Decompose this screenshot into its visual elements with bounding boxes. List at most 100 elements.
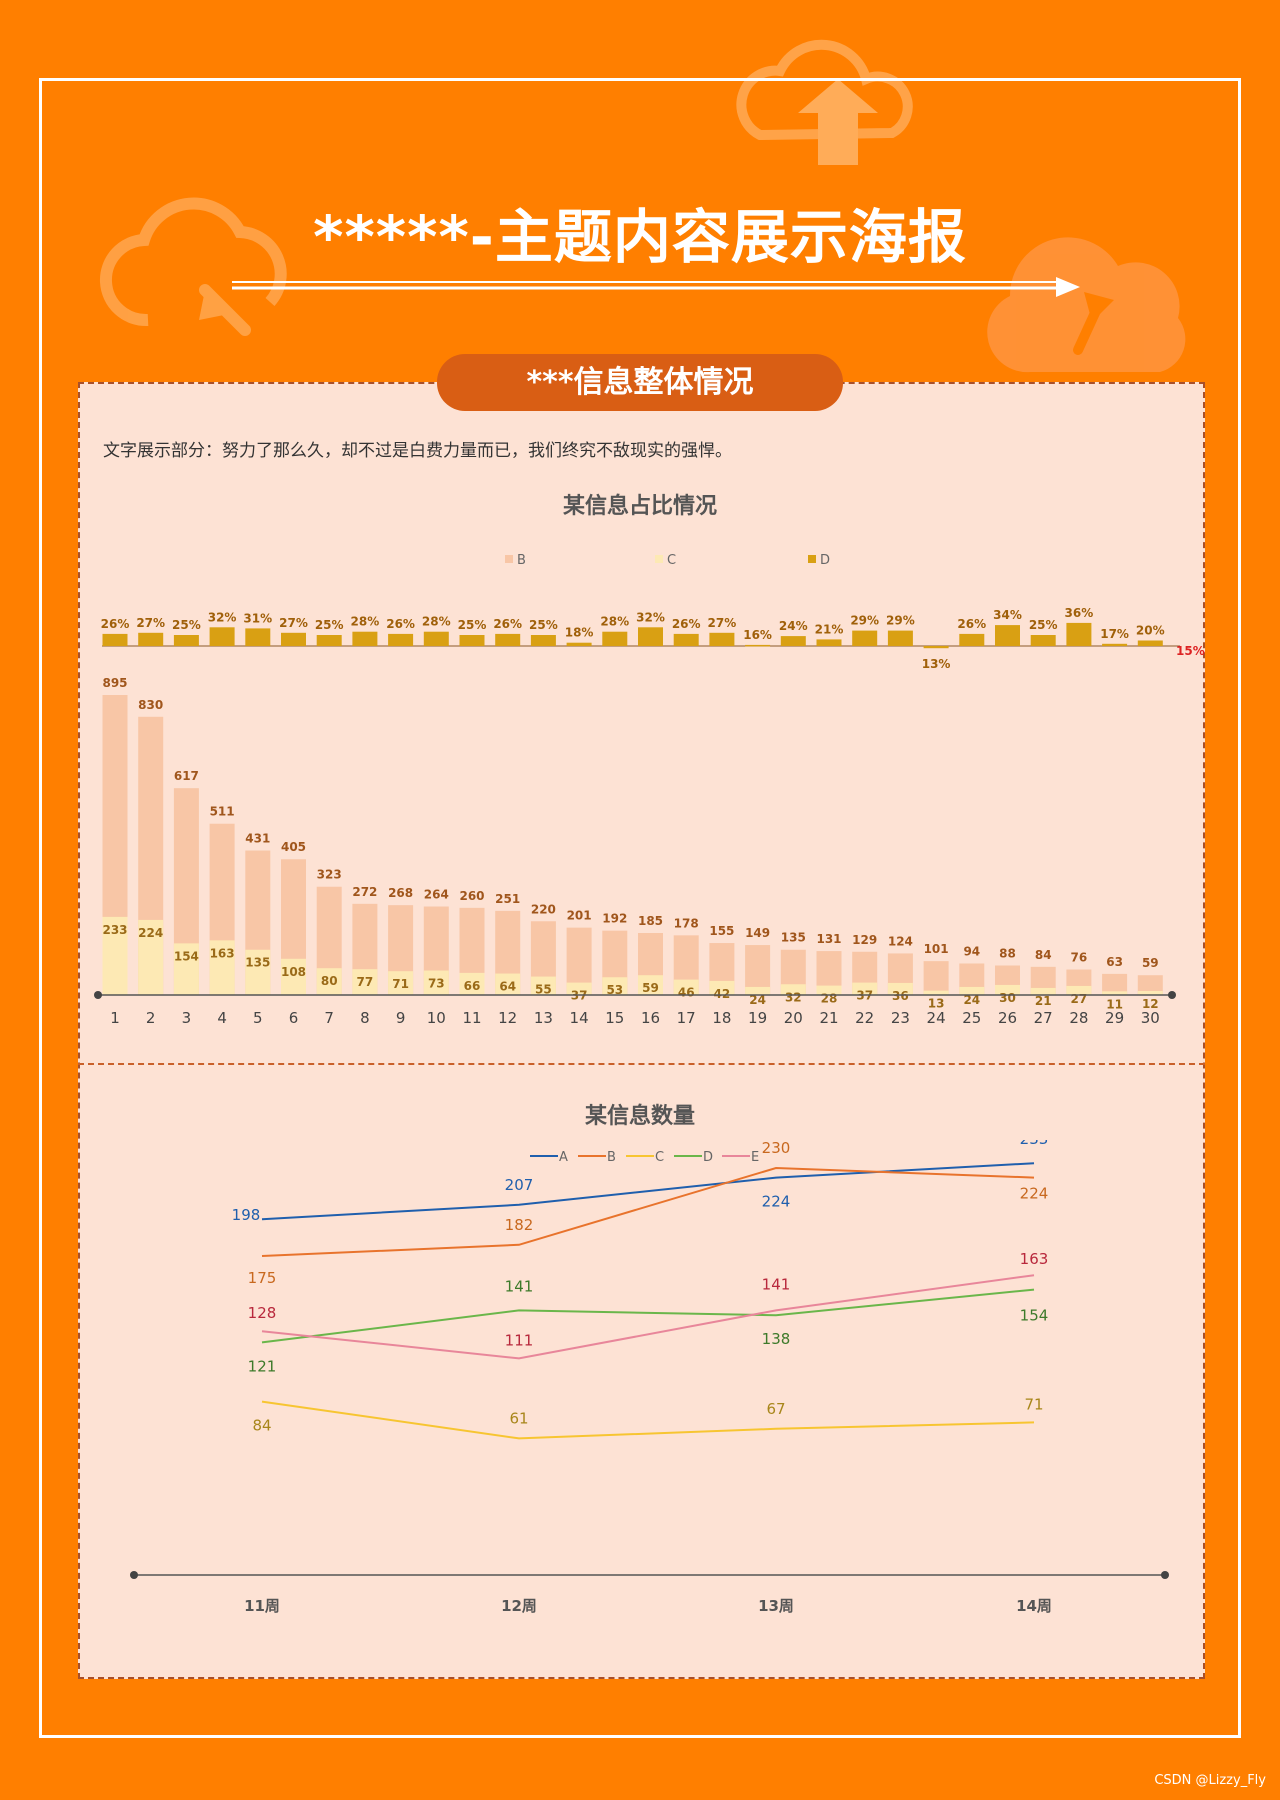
data-label-D: 31% [243, 611, 272, 625]
data-label-C: 59 [642, 981, 659, 995]
data-label-C: 28 [821, 992, 838, 1006]
data-label-D: 26% [672, 617, 701, 631]
bar-D [459, 635, 485, 646]
x-tick-label: 27 [1034, 1009, 1053, 1027]
bar-chart-title: 某信息占比情况 [562, 494, 717, 519]
data-label-B: 131 [816, 932, 841, 946]
data-label-D: 26% [386, 617, 415, 631]
bar-C [209, 940, 235, 995]
x-tick-label: 28 [1069, 1009, 1088, 1027]
x-tick-label: 7 [324, 1009, 334, 1027]
data-label-C: 67 [766, 1400, 785, 1418]
x-tick-label: 20 [784, 1009, 803, 1027]
data-label-D: 25% [172, 618, 201, 632]
x-tick-label: 19 [748, 1009, 767, 1027]
data-label-D: 154 [1020, 1307, 1049, 1325]
data-label-B: 201 [567, 909, 592, 923]
intro-text: 文字展示部分：努力了那么久，却不过是白费力量而已，我们终究不敌现实的强悍。 [103, 441, 732, 461]
bar-C [102, 916, 128, 995]
data-label-A: 198 [232, 1206, 261, 1224]
data-label-D: 141 [505, 1277, 534, 1295]
bar-C [1102, 991, 1128, 995]
x-tick-label: 26 [998, 1009, 1017, 1027]
x-tick-label: 14周 [1016, 1597, 1052, 1615]
bar-D [1030, 635, 1056, 646]
bar-C [1137, 990, 1163, 995]
data-label-E: 128 [248, 1304, 277, 1322]
data-label-D: 13% [922, 657, 951, 671]
data-label-D: 28% [422, 615, 451, 629]
bar-D [816, 639, 842, 646]
data-label-D: 29% [886, 614, 915, 628]
x-tick-label: 24 [927, 1009, 946, 1027]
data-label-C: 36 [892, 989, 909, 1003]
data-label-B: 268 [388, 886, 413, 900]
x-tick-label: 15 [605, 1009, 624, 1027]
data-label-E: 163 [1020, 1250, 1049, 1268]
bar-C [816, 985, 842, 995]
data-label-A: 207 [505, 1176, 534, 1194]
series-line-E [261, 1274, 1035, 1360]
x-tick-label: 13周 [758, 1597, 794, 1615]
legend-swatch-C [655, 555, 663, 563]
data-label-C: 163 [210, 946, 235, 960]
legend-label-A: A [559, 1150, 568, 1165]
x-tick-label: 12周 [501, 1597, 537, 1615]
data-label-D: 32% [208, 610, 237, 624]
data-label-D: 24% [779, 619, 808, 633]
data-label-B: 830 [138, 698, 163, 712]
bar-D [673, 633, 699, 646]
x-tick-label: 22 [855, 1009, 874, 1027]
bar-D [638, 627, 663, 646]
legend-label-B: B [607, 1150, 616, 1165]
data-label-D: 34% [993, 608, 1022, 622]
bar-C [495, 973, 521, 995]
data-label-D: 20% [1136, 624, 1165, 638]
data-label-A: 233 [1020, 1140, 1049, 1148]
bar-C [352, 969, 378, 995]
data-label-C: 21 [1035, 994, 1052, 1008]
x-tick-label: 1 [110, 1009, 120, 1027]
bar-D [352, 631, 378, 646]
data-label-D: 26% [101, 617, 130, 631]
x-tick-label: 30 [1141, 1009, 1160, 1027]
cloud-arrow-icon [987, 237, 1186, 373]
bar-D [566, 642, 592, 646]
data-label-C: 71 [392, 977, 409, 991]
bar-D [923, 646, 949, 649]
data-label-D: 21% [815, 622, 844, 636]
data-label-D: 25% [1029, 618, 1058, 632]
data-label-B: 224 [1020, 1185, 1049, 1203]
bar-D [173, 635, 199, 646]
bar-D [887, 630, 913, 646]
x-tick-label: 17 [677, 1009, 696, 1027]
bar-D [1137, 640, 1163, 646]
legend-label-D: D [820, 553, 830, 568]
legend-swatch-D [808, 555, 816, 563]
bar-C [566, 982, 592, 995]
data-label-B: 272 [352, 885, 377, 899]
data-label-B: 94 [963, 944, 980, 958]
x-axis-end-dot [1161, 1571, 1169, 1579]
data-label-C: 66 [464, 979, 481, 993]
bar-D [709, 632, 735, 646]
data-label-B: 63 [1106, 955, 1123, 969]
x-tick-label: 23 [891, 1009, 910, 1027]
watermark: CSDN @Lizzy_Fly [1154, 1773, 1266, 1788]
bar-C [638, 975, 663, 995]
data-label-C: 84 [252, 1417, 271, 1435]
bar-D [959, 633, 985, 646]
data-label-B: 895 [102, 676, 127, 690]
bar-C [281, 958, 306, 995]
x-tick-label: 11周 [244, 1597, 280, 1615]
poster-title: *****-主题内容展示海报 [313, 203, 967, 271]
bar-D [138, 632, 164, 646]
data-label-B: 124 [888, 934, 913, 948]
reference-label: 15% [1176, 644, 1205, 658]
data-label-C: 42 [714, 987, 731, 1001]
bar-D [245, 628, 271, 646]
data-label-D: 18% [565, 626, 594, 640]
legend-label-C: C [655, 1150, 664, 1165]
data-label-B: 192 [602, 912, 627, 926]
data-label-B: 149 [745, 926, 770, 940]
